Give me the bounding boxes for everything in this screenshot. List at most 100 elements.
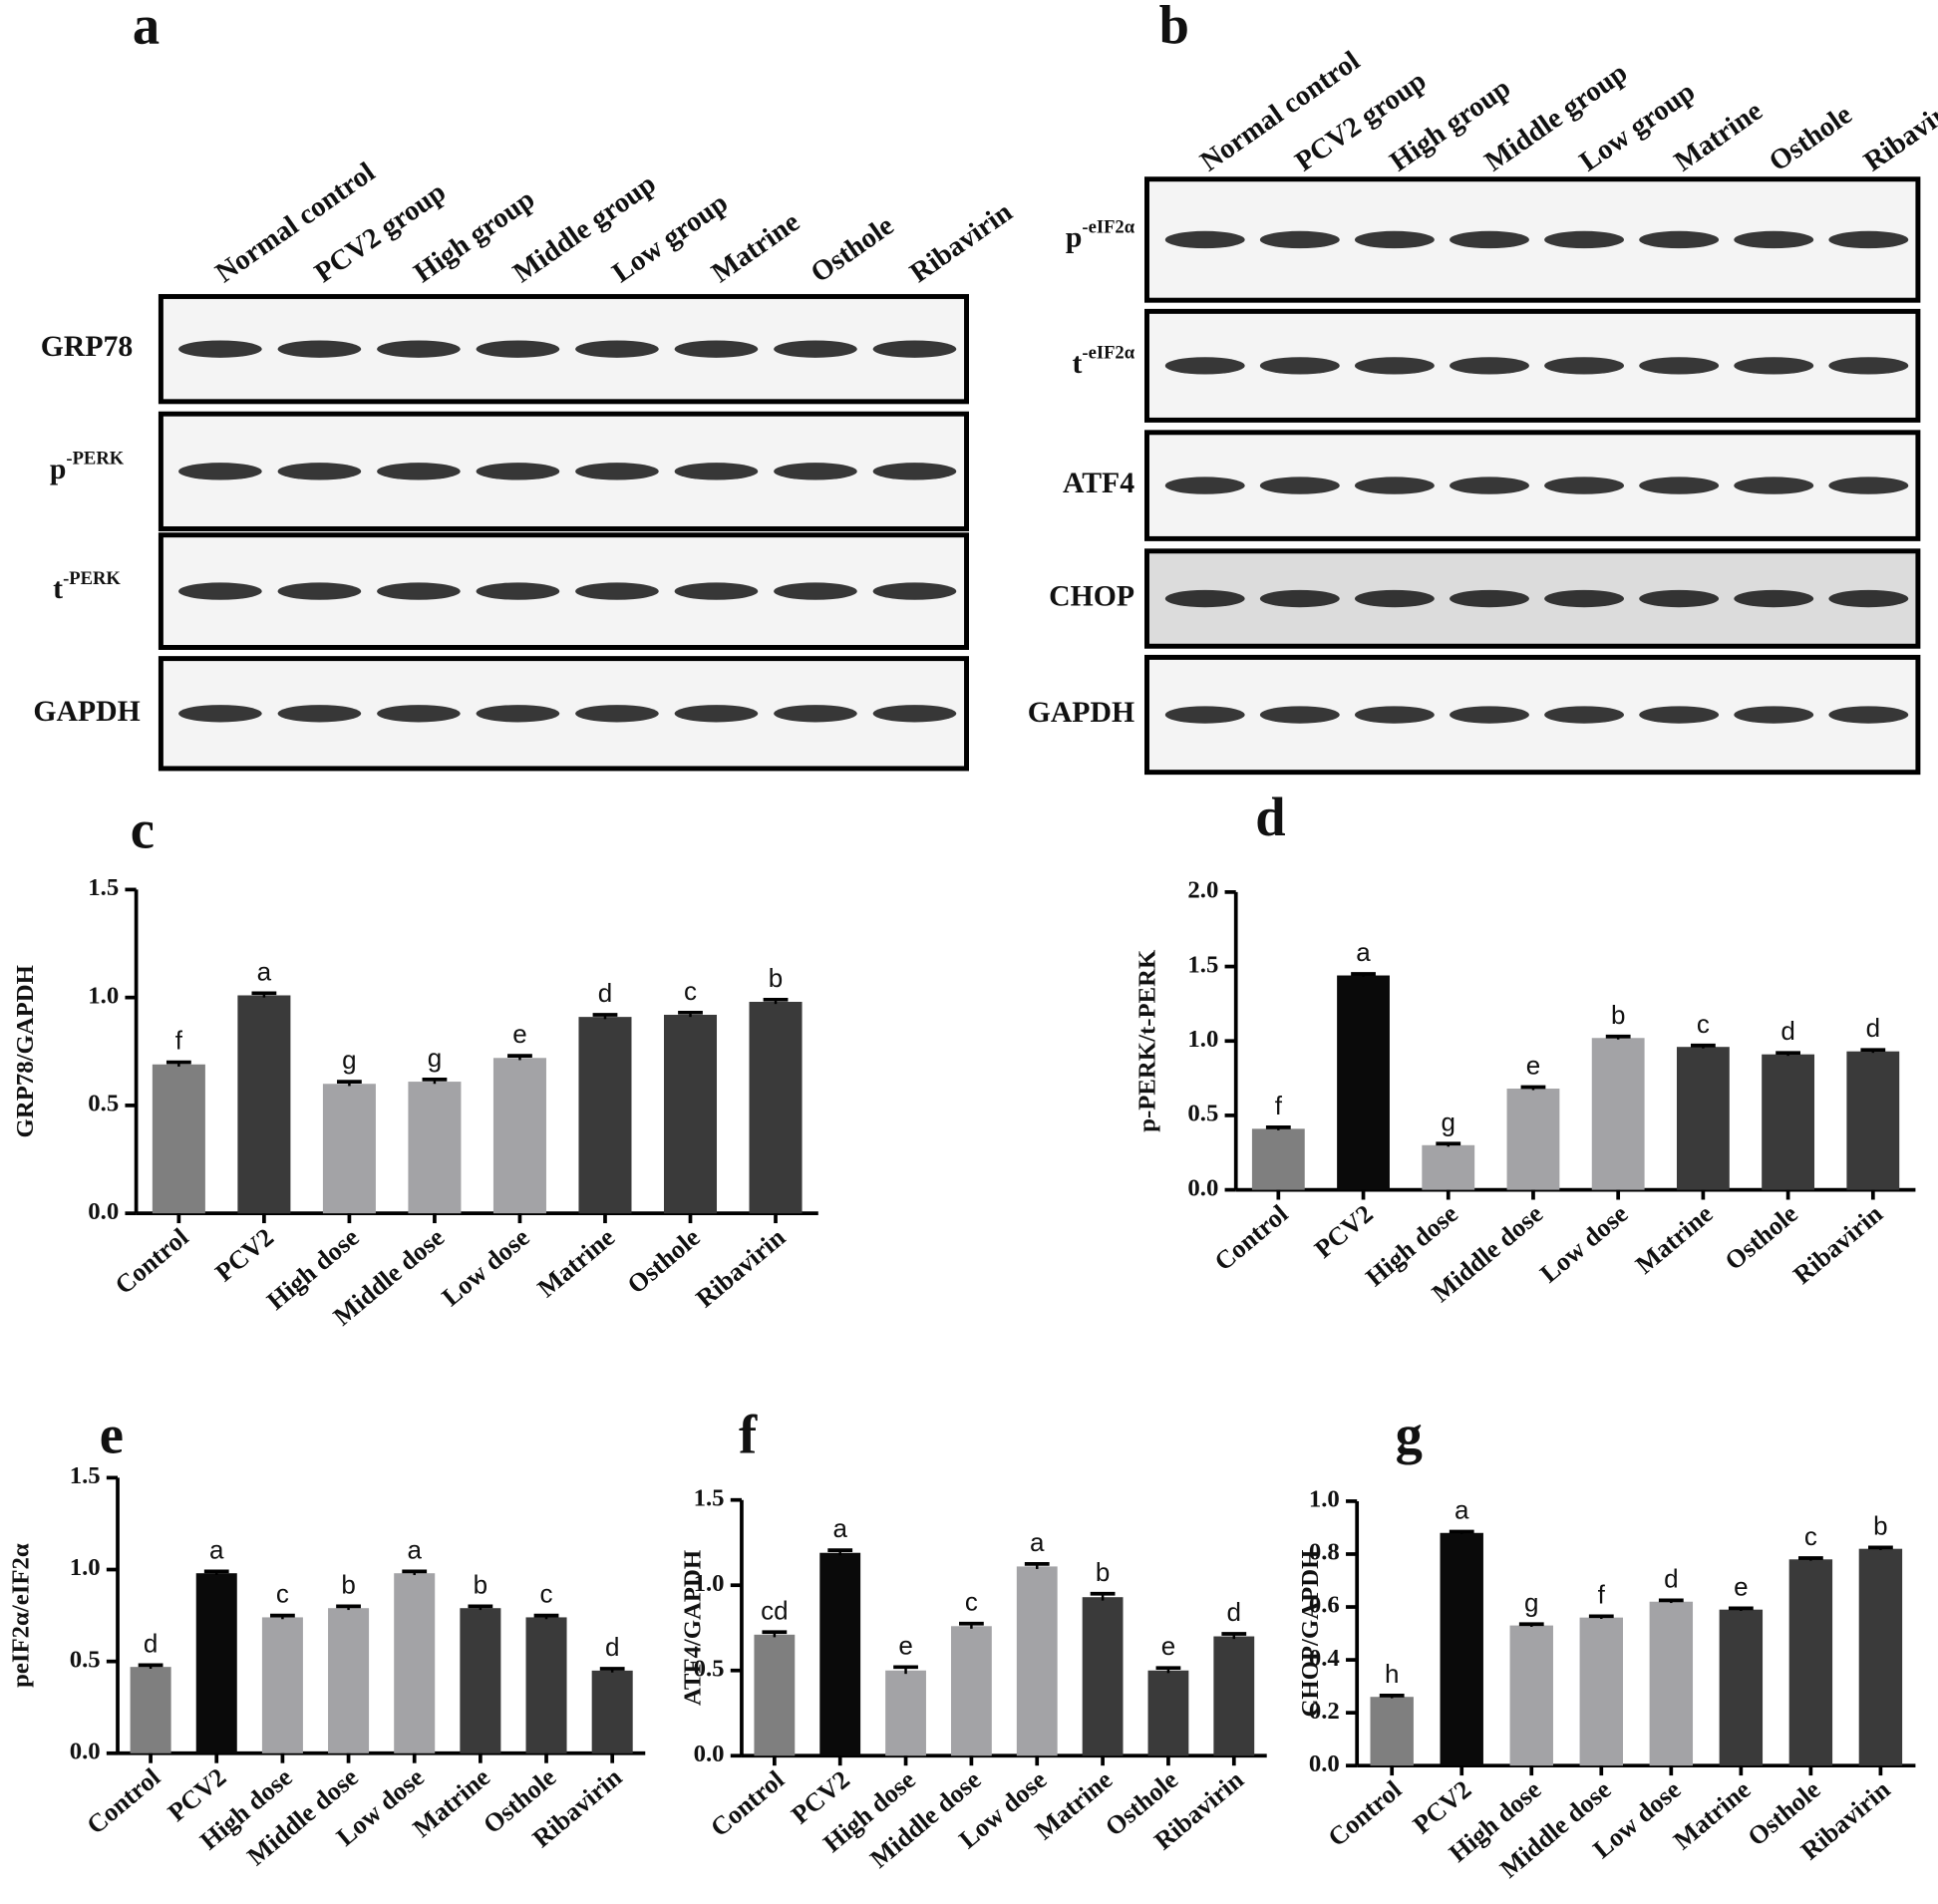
bar [1016, 1566, 1058, 1756]
row-label-main: p [1066, 220, 1083, 253]
significance-letter: b [1873, 1510, 1887, 1540]
y-tick-label: 1.0 [88, 982, 119, 1009]
significance-letter: d [605, 1632, 619, 1662]
bar [1147, 1670, 1189, 1756]
bar [819, 1552, 861, 1756]
blot-band [178, 705, 262, 723]
lane-label: Osthole [1764, 99, 1857, 177]
y-tick-label: 1.5 [70, 1462, 101, 1489]
significance-letter: d [1664, 1563, 1678, 1593]
bar [1509, 1625, 1553, 1766]
significance-letter: b [1096, 1557, 1110, 1587]
row-label-sup: -PERK [66, 449, 124, 470]
y-tick-label: 0.5 [1187, 1101, 1218, 1127]
error-bar [138, 1663, 163, 1670]
blot-band [178, 340, 262, 358]
blot-band [476, 705, 560, 723]
significance-letter: d [598, 978, 612, 1008]
error-bar [1868, 1545, 1893, 1551]
error-bar [1776, 1051, 1800, 1057]
bar [152, 1064, 205, 1214]
significance-letter: b [341, 1569, 355, 1599]
blot-band [377, 463, 461, 480]
panel-letter: f [739, 1405, 758, 1465]
blot-band [1639, 476, 1720, 494]
blot-band [674, 582, 759, 600]
blot-band [1639, 230, 1720, 249]
blot-band [1639, 706, 1720, 724]
significance-letter: a [1454, 1494, 1469, 1524]
row-label-main: GAPDH [33, 695, 140, 728]
significance-letter: c [540, 1579, 553, 1609]
significance-letter: c [684, 976, 697, 1006]
bar [1337, 975, 1390, 1190]
y-axis-label: GRP78/GAPDH [12, 965, 39, 1137]
x-tick-label: Matrine [532, 1222, 620, 1303]
bar [460, 1608, 501, 1753]
y-tick-label: 0.2 [1309, 1698, 1340, 1725]
blot-band [476, 463, 560, 480]
y-axis-label: p-PERK/t-PERK [1134, 949, 1161, 1132]
error-bar [1605, 1034, 1631, 1040]
error-bar [251, 991, 277, 998]
blot-band [1259, 230, 1340, 249]
bar [1506, 1089, 1560, 1190]
blot-band [277, 582, 362, 600]
blot-band [674, 705, 759, 723]
significance-letter: h [1385, 1659, 1399, 1689]
error-bar [827, 1548, 853, 1556]
y-tick-label: 0.6 [1309, 1592, 1340, 1619]
blot-band [1450, 230, 1529, 249]
x-tick-label: Ribavirin [1787, 1199, 1888, 1290]
error-bar [402, 1569, 428, 1576]
y-tick-label: 1.5 [1187, 951, 1218, 978]
blot-band [377, 582, 461, 600]
x-tick-label: Ribavirin [691, 1222, 792, 1313]
x-tick-label: PCV2 [209, 1222, 279, 1287]
blot-band [674, 340, 759, 358]
y-tick-label: 2.0 [1187, 877, 1218, 904]
blot-band [774, 582, 857, 600]
bar [578, 1017, 632, 1214]
y-tick-label: 0.8 [1309, 1539, 1340, 1566]
x-tick-label: Control [705, 1765, 790, 1843]
bar [328, 1608, 370, 1753]
y-tick-label: 0.0 [694, 1741, 725, 1767]
row-label-main: CHOP [1049, 579, 1134, 612]
blot-band [1544, 357, 1625, 375]
blot-band [1828, 476, 1909, 494]
error-bar [1520, 1085, 1546, 1091]
x-tick-label: Control [82, 1762, 166, 1840]
significance-letter: d [1780, 1016, 1794, 1046]
significance-letter: cd [761, 1595, 788, 1625]
blot-band [1164, 476, 1245, 494]
blot-band [1164, 706, 1245, 724]
blot-band [377, 340, 461, 358]
error-bar [1797, 1556, 1823, 1561]
bar [885, 1670, 926, 1756]
blot-band [1354, 706, 1435, 724]
y-tick-label: 1.0 [70, 1554, 101, 1581]
lane-label: Normal control [1195, 46, 1366, 178]
significance-letter: a [1030, 1527, 1045, 1557]
error-bar [1155, 1666, 1181, 1674]
significance-letter: e [512, 1019, 526, 1049]
blot-band [1828, 706, 1909, 724]
significance-letter: d [1227, 1597, 1241, 1627]
blot-band [774, 340, 857, 358]
error-bar [1588, 1614, 1614, 1619]
error-bar [893, 1665, 918, 1675]
bar [1649, 1601, 1694, 1766]
error-bar [422, 1078, 448, 1085]
blot-band [1734, 589, 1814, 608]
blot-band [1164, 230, 1245, 249]
row-label: GAPDH [1028, 696, 1134, 729]
blot-band [277, 340, 362, 358]
y-tick-label: 0.4 [1309, 1645, 1340, 1672]
error-bar [1658, 1598, 1684, 1604]
bar [749, 1001, 803, 1214]
row-label-main: GRP78 [41, 330, 134, 363]
blot-band [1164, 357, 1245, 375]
panel-letter: a [133, 0, 160, 56]
